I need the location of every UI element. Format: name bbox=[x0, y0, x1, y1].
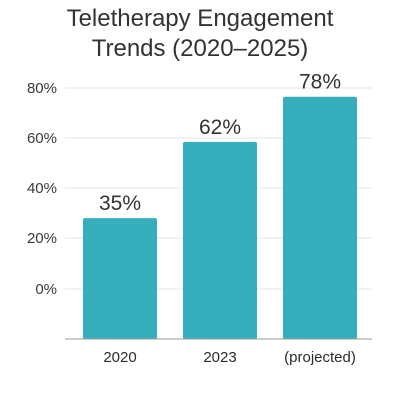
y-axis-tick-labels: 80% 60% 40% 20% 0% bbox=[27, 80, 57, 298]
y-tick-label: 0% bbox=[35, 281, 57, 298]
bars bbox=[83, 96, 357, 339]
bar bbox=[183, 141, 257, 339]
y-tick-label: 80% bbox=[27, 80, 57, 97]
bar-value-label: 78% bbox=[299, 71, 341, 94]
bar-value-label: 35% bbox=[99, 192, 141, 215]
y-tick-label: 60% bbox=[27, 130, 57, 147]
x-tick-label: 2023 bbox=[203, 349, 236, 366]
y-tick-label: 20% bbox=[27, 230, 57, 247]
y-tick-label: 40% bbox=[27, 180, 57, 197]
x-tick-label: (projected) bbox=[284, 349, 356, 366]
bar bbox=[83, 218, 157, 339]
bar bbox=[283, 96, 357, 339]
x-axis-tick-labels: 2020 2023 (projected) bbox=[103, 349, 356, 366]
chart-title-line-1: Teletherapy Engagement bbox=[66, 5, 334, 32]
bar-value-label: 62% bbox=[199, 116, 241, 139]
chart-title-line-2: Trends (2020–2025) bbox=[91, 35, 309, 62]
x-tick-label: 2020 bbox=[103, 349, 136, 366]
data-labels: 35% 62% 78% bbox=[99, 71, 341, 215]
